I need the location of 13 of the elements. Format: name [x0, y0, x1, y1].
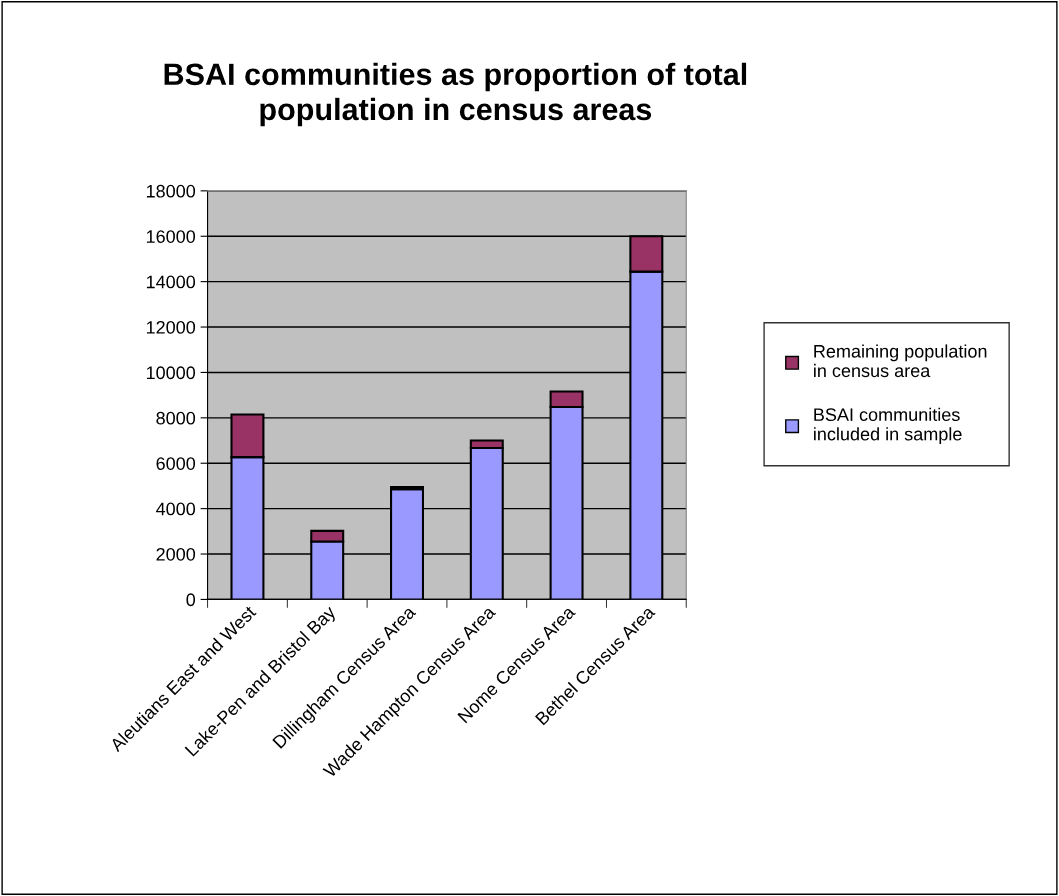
legend-label: Remaining population in census area — [814, 344, 987, 378]
y-tick-label: 6000 — [156, 457, 196, 470]
y-tick-label: 18000 — [146, 184, 196, 198]
y-tick-label: 16000 — [146, 230, 196, 243]
legend-label: BSAI communities included in sample — [814, 407, 962, 445]
y-tick-label: 12000 — [146, 320, 196, 334]
y-tick-label: 2000 — [156, 547, 196, 561]
y-tick-label: 10000 — [146, 366, 196, 380]
y-tick-label: 14000 — [146, 275, 196, 289]
y-tick-label: 8000 — [156, 411, 196, 425]
chart-title: BSAI communities as proportion of total population in census areas — [164, 62, 747, 127]
y-tick-label: 0 — [186, 593, 196, 607]
y-tick-label: 4000 — [156, 502, 196, 516]
